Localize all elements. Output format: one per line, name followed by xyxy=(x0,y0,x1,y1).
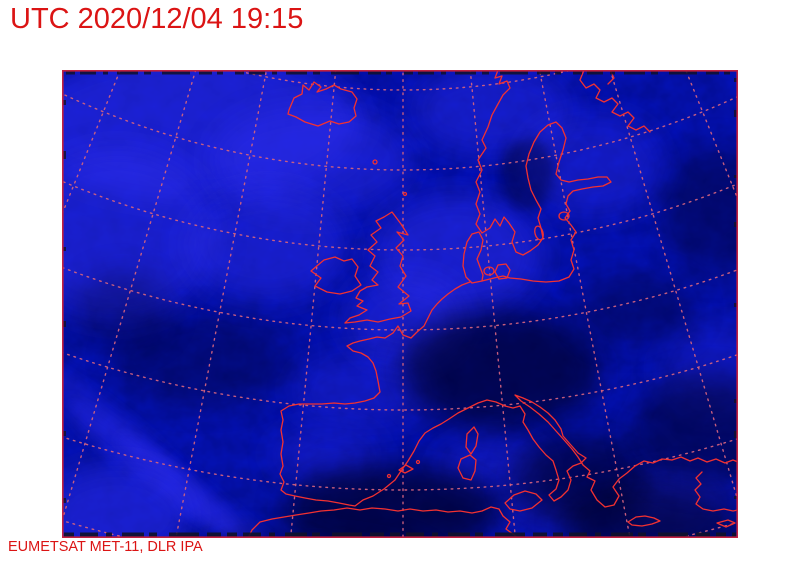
coast-menorca xyxy=(415,459,421,465)
map-layers xyxy=(62,70,738,538)
coast-continental-europe xyxy=(279,281,738,508)
map-border xyxy=(62,70,738,538)
coast-north-africa xyxy=(247,506,519,538)
coast-iceland xyxy=(287,81,358,127)
coast-cyprus xyxy=(716,519,736,528)
coastlines xyxy=(247,70,738,538)
coast-shetland xyxy=(402,191,408,197)
coast-crete xyxy=(627,515,661,527)
coast-saaremaa xyxy=(558,211,570,221)
satellite-map xyxy=(62,70,738,538)
coast-mallorca xyxy=(398,464,414,474)
coast-zealand xyxy=(494,263,511,280)
coast-ibiza xyxy=(386,473,392,479)
coast-fyn xyxy=(483,266,495,276)
coast-corsica xyxy=(465,426,479,455)
source-caption: EUMETSAT MET-11, DLR IPA xyxy=(8,539,203,555)
graticule-grid xyxy=(62,70,738,538)
coast-ireland xyxy=(310,256,362,295)
tick-marks xyxy=(62,70,738,538)
coast-faroe xyxy=(372,159,378,165)
coast-great-britain xyxy=(344,211,412,324)
coast-gotland xyxy=(534,225,544,241)
satellite-map-frame xyxy=(62,70,738,538)
coast-turkey xyxy=(694,471,738,512)
coast-denmark xyxy=(462,231,484,284)
coast-white-sea xyxy=(579,70,651,133)
coast-sardinia xyxy=(457,454,477,481)
coast-scandinavia-baltic xyxy=(475,70,612,283)
timestamp-title: UTC 2020/12/04 19:15 xyxy=(10,3,304,35)
coast-sicily xyxy=(504,490,543,512)
